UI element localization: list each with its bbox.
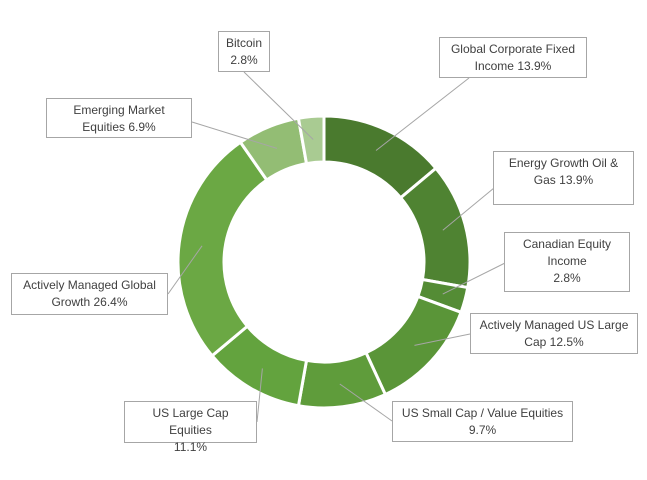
- leader-line-actively-managed-us-large-cap: [414, 333, 471, 346]
- leader-line-emerging-market-equities: [191, 121, 278, 149]
- label-name: US Small Cap / Value Equities: [401, 406, 564, 420]
- label-name: US Large Cap Equities: [152, 406, 229, 437]
- leader-line-us-large-cap-equities: [256, 368, 263, 423]
- label-name: Bitcoin: [225, 36, 263, 50]
- data-label-global-corporate-fixed-income: Global Corporate Fixed Income 13.9%: [439, 37, 587, 78]
- label-name: Global Corporate Fixed: [450, 42, 576, 56]
- slice-actively-managed-global-growth: [176, 140, 269, 358]
- label-value: 2.8%: [230, 53, 258, 67]
- label-name-line2: Income: [547, 254, 587, 268]
- data-label-actively-managed-us-large-cap: Actively Managed US Large Cap 12.5%: [470, 313, 638, 354]
- label-name: Canadian Equity: [522, 237, 612, 251]
- label-value: 13.9%: [559, 173, 594, 187]
- label-name-line2: Equities: [82, 120, 125, 134]
- slices-layer: [176, 114, 472, 410]
- leader-line-actively-managed-global-growth: [167, 245, 203, 295]
- label-value: 13.9%: [517, 59, 552, 73]
- label-name: Emerging Market: [73, 103, 165, 117]
- label-name: Actively Managed Global: [23, 278, 156, 292]
- data-label-us-small-cap-value-equities: US Small Cap / Value Equities 9.7%: [392, 401, 573, 442]
- label-value: 2.8%: [553, 271, 581, 285]
- label-name-line2: Income: [474, 59, 514, 73]
- label-value: 26.4%: [93, 295, 128, 309]
- data-label-emerging-market-equities: Emerging Market Equities 6.9%: [46, 98, 192, 138]
- label-value: 9.7%: [468, 423, 497, 437]
- leader-line-us-small-cap-value-equities: [339, 383, 393, 422]
- leader-line-energy-growth-oil-gas: [442, 187, 495, 231]
- data-label-us-large-cap-equities: US Large Cap Equities 11.1%: [124, 401, 257, 454]
- slice-bitcoin: [296, 114, 326, 166]
- label-name-line2: Cap: [524, 335, 547, 349]
- data-label-energy-growth-oil-gas: Energy Growth Oil & Gas 13.9%: [493, 151, 634, 205]
- data-label-bitcoin: Bitcoin 2.8%: [218, 31, 270, 72]
- label-value: 12.5%: [549, 335, 584, 349]
- leader-lines-layer: [167, 71, 506, 423]
- data-label-canadian-equity-income: Canadian Equity Income 2.8%: [504, 232, 630, 292]
- leader-line-bitcoin: [243, 71, 314, 140]
- leader-line-canadian-equity-income: [442, 262, 506, 295]
- label-value: 6.9%: [128, 120, 156, 134]
- label-name: Energy Growth Oil &: [508, 156, 619, 170]
- label-name: Actively Managed US Large: [479, 318, 629, 332]
- slice-actively-managed-us-large-cap: [364, 294, 463, 397]
- data-label-actively-managed-global-growth: Actively Managed Global Growth 26.4%: [11, 273, 168, 315]
- label-value: 11.1%: [173, 440, 208, 454]
- label-name-line2: Growth: [51, 295, 91, 309]
- leader-line-global-corporate-fixed-income: [375, 77, 470, 151]
- label-name-line2: Gas: [533, 173, 556, 187]
